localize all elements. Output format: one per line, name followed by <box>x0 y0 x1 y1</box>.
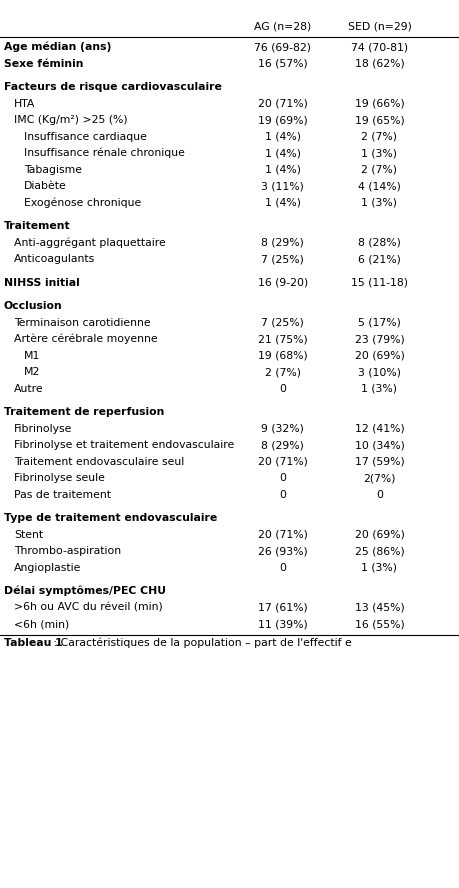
Text: 9 (32%): 9 (32%) <box>261 424 304 433</box>
Text: 26 (93%): 26 (93%) <box>257 546 307 556</box>
Text: <6h (min): <6h (min) <box>14 619 69 630</box>
Text: 76 (69-82): 76 (69-82) <box>254 43 311 52</box>
Text: IMC (Kg/m²) >25 (%): IMC (Kg/m²) >25 (%) <box>14 115 127 125</box>
Text: 20 (69%): 20 (69%) <box>354 530 403 540</box>
Text: 20 (71%): 20 (71%) <box>257 456 307 467</box>
Text: Anti-aggrégant plaquettaire: Anti-aggrégant plaquettaire <box>14 237 165 248</box>
Text: 4 (14%): 4 (14%) <box>357 181 400 191</box>
Text: 19 (65%): 19 (65%) <box>354 115 403 125</box>
Text: 1 (3%): 1 (3%) <box>361 198 397 208</box>
Text: 74 (70-81): 74 (70-81) <box>350 43 407 52</box>
Text: AG (n=28): AG (n=28) <box>254 22 311 32</box>
Text: 3 (10%): 3 (10%) <box>357 368 400 377</box>
Text: Fibrinolyse et traitement endovasculaire: Fibrinolyse et traitement endovasculaire <box>14 440 234 450</box>
Text: Insuffisance rénale chronique: Insuffisance rénale chronique <box>24 148 185 158</box>
Text: : Caractéristiques de la population – part de l'effectif e: : Caractéristiques de la population – pa… <box>50 638 351 648</box>
Text: Stent: Stent <box>14 530 43 540</box>
Text: 2 (7%): 2 (7%) <box>361 131 397 142</box>
Text: 20 (69%): 20 (69%) <box>354 351 403 361</box>
Text: 7 (25%): 7 (25%) <box>261 254 304 265</box>
Text: 0: 0 <box>279 490 286 500</box>
Text: Diabète: Diabète <box>24 181 67 191</box>
Text: 1 (3%): 1 (3%) <box>361 563 397 573</box>
Text: 8 (29%): 8 (29%) <box>261 440 304 450</box>
Text: 0: 0 <box>279 563 286 573</box>
Text: 3 (11%): 3 (11%) <box>261 181 304 191</box>
Text: 7 (25%): 7 (25%) <box>261 318 304 328</box>
Text: SED (n=29): SED (n=29) <box>347 22 410 32</box>
Text: Tabagisme: Tabagisme <box>24 165 82 175</box>
Text: HTA: HTA <box>14 99 35 108</box>
Text: 18 (62%): 18 (62%) <box>354 59 403 68</box>
Text: 0: 0 <box>279 384 286 393</box>
Text: Tableau 1: Tableau 1 <box>4 638 62 647</box>
Text: 2(7%): 2(7%) <box>363 473 395 483</box>
Text: 17 (61%): 17 (61%) <box>257 603 307 613</box>
Text: M1: M1 <box>24 351 40 361</box>
Text: 16 (9-20): 16 (9-20) <box>257 278 308 288</box>
Text: NIHSS initial: NIHSS initial <box>4 278 79 288</box>
Text: 10 (34%): 10 (34%) <box>354 440 403 450</box>
Text: 0: 0 <box>375 490 382 500</box>
Text: Fibrinolyse seule: Fibrinolyse seule <box>14 473 105 483</box>
Text: Traitement endovasculaire seul: Traitement endovasculaire seul <box>14 456 184 467</box>
Text: Délai symptômes/PEC CHU: Délai symptômes/PEC CHU <box>4 586 165 597</box>
Text: M2: M2 <box>24 368 40 377</box>
Text: 2 (7%): 2 (7%) <box>264 368 300 377</box>
Text: Artère cérébrale moyenne: Artère cérébrale moyenne <box>14 334 157 345</box>
Text: Pas de traitement: Pas de traitement <box>14 490 111 500</box>
Text: Facteurs de risque cardiovasculaire: Facteurs de risque cardiovasculaire <box>4 83 221 92</box>
Text: 6 (21%): 6 (21%) <box>357 254 400 265</box>
Text: 17 (59%): 17 (59%) <box>354 456 403 467</box>
Text: 1 (4%): 1 (4%) <box>264 148 300 158</box>
Text: 8 (28%): 8 (28%) <box>357 238 400 248</box>
Text: 1 (3%): 1 (3%) <box>361 384 397 393</box>
Text: 15 (11-18): 15 (11-18) <box>350 278 407 288</box>
Text: Age médian (ans): Age médian (ans) <box>4 42 111 52</box>
Text: 25 (86%): 25 (86%) <box>354 546 403 556</box>
Text: 16 (55%): 16 (55%) <box>354 619 403 630</box>
Text: Exogénose chronique: Exogénose chronique <box>24 197 141 208</box>
Text: 19 (66%): 19 (66%) <box>354 99 403 108</box>
Text: Fibrinolyse: Fibrinolyse <box>14 424 72 433</box>
Text: Angioplastie: Angioplastie <box>14 563 81 573</box>
Text: 1 (4%): 1 (4%) <box>264 198 300 208</box>
Text: Insuffisance cardiaque: Insuffisance cardiaque <box>24 131 146 142</box>
Text: Terminaison carotidienne: Terminaison carotidienne <box>14 318 150 328</box>
Text: Anticoagulants: Anticoagulants <box>14 254 95 265</box>
Text: 0: 0 <box>279 473 286 483</box>
Text: Occlusion: Occlusion <box>4 301 62 312</box>
Text: 20 (71%): 20 (71%) <box>257 99 307 108</box>
Text: 8 (29%): 8 (29%) <box>261 238 304 248</box>
Text: 12 (41%): 12 (41%) <box>354 424 403 433</box>
Text: 11 (39%): 11 (39%) <box>257 619 307 630</box>
Text: 2 (7%): 2 (7%) <box>361 165 397 175</box>
Text: 16 (57%): 16 (57%) <box>257 59 307 68</box>
Text: 1 (4%): 1 (4%) <box>264 131 300 142</box>
Text: 1 (3%): 1 (3%) <box>361 148 397 158</box>
Text: 13 (45%): 13 (45%) <box>354 603 403 613</box>
Text: Traitement: Traitement <box>4 221 70 231</box>
Text: 23 (79%): 23 (79%) <box>354 334 403 345</box>
Text: Traitement de reperfusion: Traitement de reperfusion <box>4 408 164 417</box>
Text: Thrombo-aspiration: Thrombo-aspiration <box>14 546 121 556</box>
Text: 21 (75%): 21 (75%) <box>257 334 307 345</box>
Text: 5 (17%): 5 (17%) <box>357 318 400 328</box>
Text: Sexe féminin: Sexe féminin <box>4 59 83 68</box>
Text: Type de traitement endovasculaire: Type de traitement endovasculaire <box>4 513 217 523</box>
Text: 20 (71%): 20 (71%) <box>257 530 307 540</box>
Text: 19 (69%): 19 (69%) <box>257 115 307 125</box>
Text: Autre: Autre <box>14 384 43 393</box>
Text: >6h ou AVC du réveil (min): >6h ou AVC du réveil (min) <box>14 603 162 613</box>
Text: 1 (4%): 1 (4%) <box>264 165 300 175</box>
Text: 19 (68%): 19 (68%) <box>257 351 307 361</box>
